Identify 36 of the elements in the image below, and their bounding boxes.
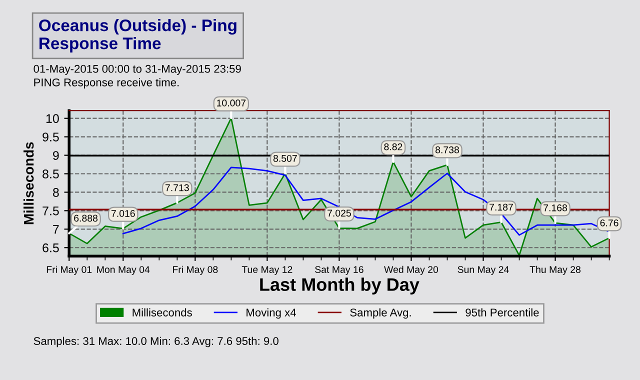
data-label: 8.738: [435, 146, 459, 154]
y-tick-label: 9.5: [42, 132, 59, 142]
x-axis-title: Last Month by Day: [260, 278, 420, 295]
x-tick-label: Fri May 08: [172, 266, 218, 275]
data-label: 7.713: [165, 184, 189, 192]
legend-label: Sample Avg.: [350, 308, 411, 319]
data-label: 7.016: [111, 210, 135, 217]
x-tick-label: Tue May 12: [242, 266, 292, 275]
data-label: 6.76: [600, 219, 618, 226]
legend-label: Moving x4: [246, 308, 296, 319]
legend-label: Milliseconds: [132, 308, 192, 316]
data-label: 6.888: [74, 214, 98, 222]
x-tick-label: Wed May 20: [384, 266, 438, 275]
y-tick-label: 7: [53, 225, 59, 234]
y-tick-label: 9: [53, 151, 59, 160]
text: Samples: 31 Max: 10.0 Min: 6.3 Avg: 7.6 95th: 9.0: [34, 336, 278, 348]
data-label: 8.82: [384, 143, 402, 150]
chart-subtitle: 01-May-2015 00:00 to 31-May-2015 23:59 PING Response receive time.: [34, 64, 241, 89]
data-label: 7.168: [544, 204, 568, 212]
y-tick-label: 8: [52, 188, 59, 197]
data-label: 10.007: [217, 100, 246, 106]
x-tick-label: Fri May 01: [46, 266, 92, 275]
chart-title: Oceanus (Outside) - Ping Response Time: [39, 19, 236, 53]
y-tick-label: 7.5: [42, 206, 59, 216]
x-tick-label: Thu May 28: [530, 266, 581, 275]
y-tick-label: 8.5: [42, 170, 59, 178]
x-tick-label: Mon May 04: [97, 266, 150, 275]
y-tick-label: 6.5: [42, 243, 59, 252]
y-axis-title: Milliseconds: [24, 142, 34, 224]
legend-label: 95th Percentile: [466, 308, 539, 316]
x-tick-label: Sat May 16: [315, 266, 364, 275]
data-label: 7.187: [490, 204, 513, 211]
data-label: 7.025: [328, 210, 351, 217]
x-tick-label: Sun May 24: [458, 266, 509, 275]
data-label: 8.507: [273, 154, 297, 162]
y-tick-label: 10: [46, 114, 59, 123]
